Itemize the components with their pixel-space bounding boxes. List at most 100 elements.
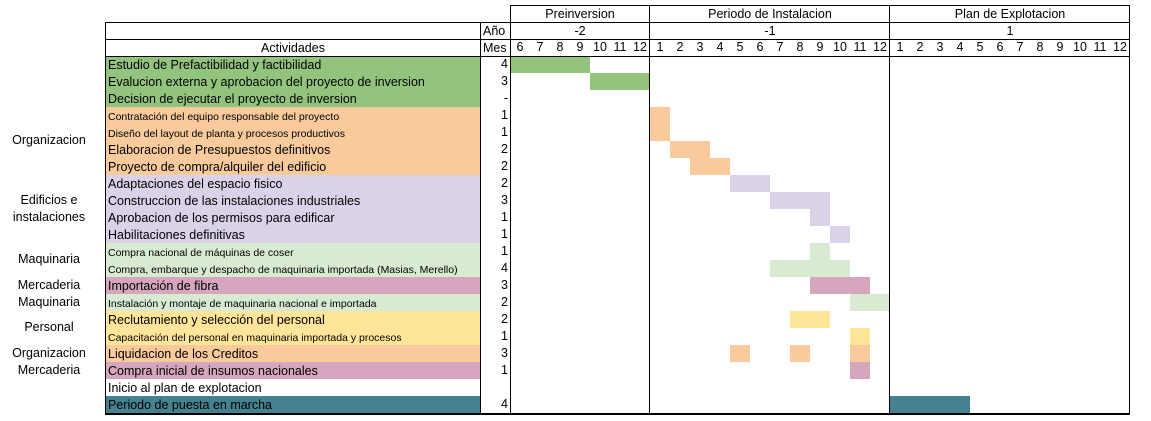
period-header: Periodo de Instalacion [708,6,832,21]
month-header: 6 [516,40,524,54]
activity-name: Periodo de puesta en marcha [106,396,480,413]
activity-duration: 2 [501,142,508,156]
activity-name: Reclutamiento y selección del personal [106,311,480,328]
grid-line [105,39,1130,40]
period-header: Preinversion [545,6,615,21]
category-label: Maquinaria [18,294,80,309]
grid-line [480,22,481,413]
activity-duration: 2 [501,176,508,190]
gantt-bar [770,192,830,209]
gantt-bar [830,226,850,243]
gantt-bar [730,345,750,362]
activity-duration: 2 [501,159,508,173]
activity-duration: 4 [501,261,508,275]
month-header: 8 [796,40,804,54]
year-label: Año [483,23,506,38]
month-header: 5 [736,40,744,54]
activity-name: Inicio al plan de explotacion [106,379,480,396]
category-label: Maquinaria [18,252,80,266]
month-header: 4 [956,40,964,54]
gantt-bar [890,396,970,413]
activity-duration: 3 [501,74,508,88]
activity-duration: 3 [501,278,508,292]
month-header: 3 [936,40,944,54]
gantt-bar [850,362,870,379]
month-header: 10 [1073,40,1087,54]
activity-name: Compra, embarque y despacho de maquinari… [106,260,480,277]
gantt-bar [730,175,770,192]
activity-name: Habilitaciones definitivas [106,226,480,243]
grid-line [105,56,1130,57]
gantt-bar [790,345,810,362]
month-header: 12 [633,40,647,54]
activity-name: Importación de fibra [106,277,480,294]
grid-line [510,5,511,413]
month-header: 11 [853,40,867,54]
grid-line [105,413,1130,415]
gantt-bar [650,124,670,141]
gantt-bar [670,141,710,158]
grid-line [105,22,106,413]
category-label: instalaciones [12,209,86,224]
month-header: 9 [1056,40,1064,54]
gantt-bar [650,107,670,124]
activity-duration: 2 [501,295,508,309]
activity-duration: 1 [501,210,508,224]
month-header: 2 [676,40,684,54]
month-header: 8 [1036,40,1044,54]
activity-name: Construccion de las instalaciones indust… [106,192,480,209]
activity-name: Evalucion externa y aprobacion del proye… [106,73,480,90]
activities-header: Actividades [261,40,325,55]
month-header: 7 [776,40,784,54]
activity-name: Compra inicial de insumos nacionales [106,362,480,379]
activity-duration: - [503,91,508,105]
activity-duration [481,379,508,396]
month-header: 1 [656,40,664,54]
category-label: Personal [24,320,74,334]
activity-duration: 4 [501,397,508,411]
gantt-bar [810,243,830,260]
month-header: 11 [1093,40,1107,54]
activity-duration: 3 [501,346,508,360]
gantt-bar [690,158,730,175]
month-header: 1 [896,40,904,54]
activity-duration: 4 [501,57,508,71]
category-label: Organizacion [12,133,86,147]
month-header: 8 [556,40,564,54]
activity-duration: 1 [501,227,508,241]
activity-name: Capacitación del personal en maquinaria … [106,328,480,345]
activity-duration: 1 [501,244,508,258]
grid-line [1129,5,1130,413]
category-label: Edificios e [20,192,78,207]
activity-name: Proyecto de compra/alquiler del edificio [106,158,480,175]
category-label: Mercaderia [17,277,81,292]
month-header: 9 [576,40,584,54]
month-header: 11 [613,40,627,54]
activity-name: Adaptaciones del espacio fisico [106,175,480,192]
grid-line [105,22,1130,23]
month-header: 7 [1016,40,1024,54]
gantt-bar [790,311,830,328]
month-header: 6 [756,40,764,54]
category-label: Organizacion [12,345,86,360]
grid-line [889,5,890,413]
year-value: -2 [574,23,586,38]
activity-name: Instalación y montaje de maquinaria naci… [106,294,480,311]
month-header: 6 [996,40,1004,54]
activity-name: Compra nacional de máquinas de coser [106,243,480,260]
period-header: Plan de Explotacion [954,6,1066,21]
activity-duration: 1 [501,363,508,377]
gantt-bar [510,56,590,73]
month-header: 10 [593,40,607,54]
activity-name: Elaboracion de Presupuestos definitivos [106,141,480,158]
activity-duration: 3 [501,193,508,207]
month-header: 2 [916,40,924,54]
activity-duration: 1 [501,108,508,122]
gantt-bar [770,260,850,277]
month-label: Mes [483,40,507,55]
gantt-bar [810,277,870,294]
month-header: 7 [536,40,544,54]
activity-duration: 1 [501,125,508,139]
gantt-bar [850,328,870,345]
